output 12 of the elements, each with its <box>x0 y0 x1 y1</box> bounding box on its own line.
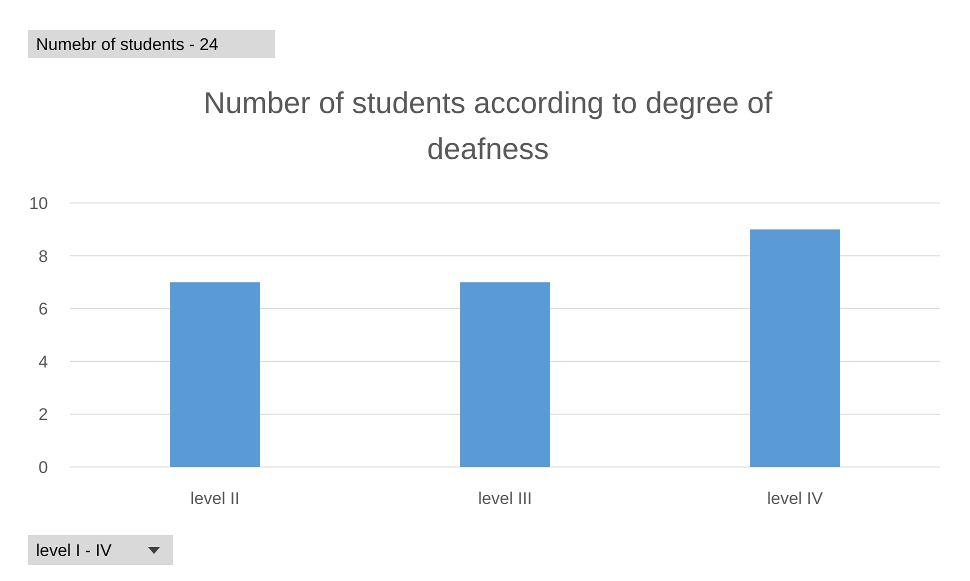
y-tick-label: 0 <box>38 458 48 477</box>
y-tick-label: 6 <box>38 300 48 319</box>
text: Numebr of students - 24 <box>36 35 218 54</box>
text: level I - IV <box>36 541 112 560</box>
chart-title: Number of students according to degree of deafness <box>204 87 773 166</box>
y-tick-label: 4 <box>38 352 48 372</box>
y-tick-label: 10 <box>29 194 48 213</box>
x-tick-label: level III <box>478 489 532 508</box>
x-tick-label: level IV <box>767 489 824 508</box>
y-tick-label: 2 <box>38 405 48 424</box>
x-tick-label: level II <box>190 489 240 508</box>
y-tick-label: 8 <box>38 246 48 266</box>
